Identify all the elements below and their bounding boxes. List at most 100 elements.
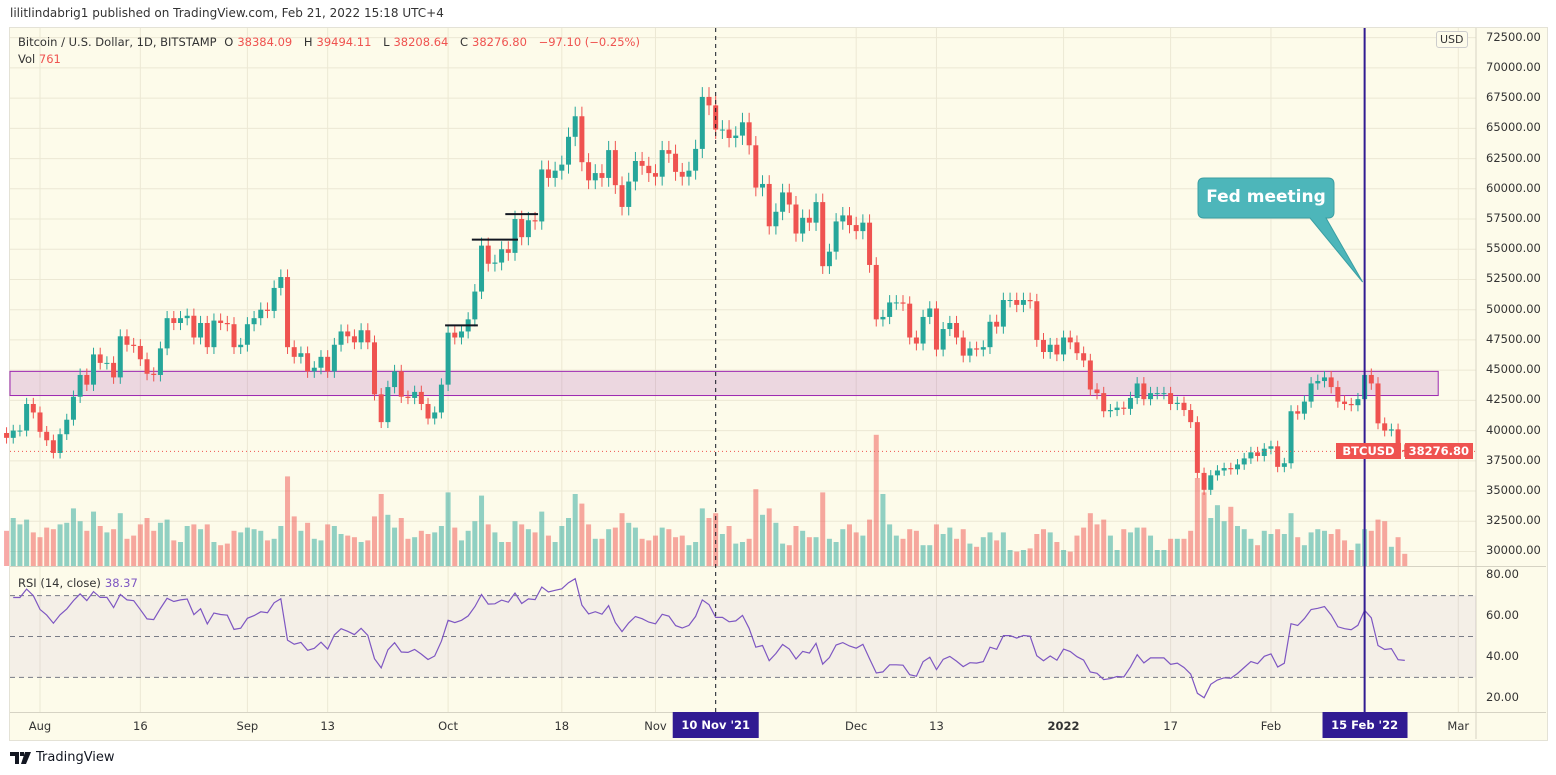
volume-bar [1268,534,1274,566]
candle-body [599,173,605,178]
volume-bar [345,535,351,566]
candle-body [994,321,1000,327]
volume-bar [10,518,16,566]
volume-bar [626,522,632,566]
candle-body [1154,393,1160,395]
volume-bar [773,522,779,566]
candle-body [1007,300,1013,302]
volume-bar [974,546,980,566]
candle-body [1228,468,1234,470]
fed-meeting-callout-text[interactable]: Fed meeting [1206,187,1326,207]
volume-bar [706,518,712,566]
candle-body [1368,374,1374,384]
rsi-tick-label: 60.00 [1486,608,1519,623]
volume-bar [933,524,939,566]
volume-bar [458,540,464,566]
volume-bar [278,526,284,566]
volume-bar [1107,535,1113,566]
candle-body [64,419,70,435]
candle-body [57,434,63,453]
candle-body [960,337,966,356]
candle-body [813,202,819,223]
publish-info: lilitlindabrig1 published on TradingView… [10,6,444,20]
volume-bar [204,524,210,566]
currency-button[interactable]: USD [1436,31,1468,48]
candle-body [177,318,183,323]
candle-body [519,219,525,238]
candle-body [706,96,712,106]
price-tick-label: 70000.00 [1486,59,1541,74]
candle-body [1201,472,1207,490]
volume-bar [1248,538,1254,566]
candle-body [532,220,538,222]
candle-body [264,309,270,311]
candle-body [1348,403,1354,406]
volume-bar [44,527,50,566]
price-tick-label: 55000.00 [1486,241,1541,256]
volume-bar [1295,537,1301,566]
candle-body [806,217,812,223]
volume-bar [1020,550,1026,566]
candle-body [218,320,224,323]
candle-body [1342,401,1348,404]
price-tick-label: 30000.00 [1486,543,1541,558]
candle-body [967,348,973,356]
crosshair-date-badge: 10 Nov '21 [672,712,759,738]
tradingview-brand: TradingView [36,750,115,765]
volume-bar [1235,526,1241,566]
candle-body [833,221,839,252]
tradingview-logo[interactable]: TradingView [10,750,115,765]
volume-bar [545,535,551,566]
volume-bar [927,545,933,566]
candle-body [1027,300,1033,302]
rsi-tick-label: 40.00 [1486,648,1519,663]
candle-body [552,170,558,178]
time-tick-label: 13 [929,719,944,733]
volume-bar [900,538,906,566]
candle-body [907,303,913,338]
candle-body [1094,389,1100,394]
volume-bar [1281,534,1287,566]
open-value: 38384.09 [237,35,293,49]
volume-bar [813,537,819,566]
candle-body [84,374,90,385]
time-tick-label: 18 [554,719,570,733]
volume-bar [673,537,679,566]
candle-body [579,116,585,163]
candle-body [1382,423,1388,431]
volume-bar [726,526,732,566]
candle-body [733,135,739,139]
chart-frame[interactable] [9,27,1548,741]
volume-bar [479,495,485,566]
candle-body [157,348,163,375]
volume-bar [1275,529,1281,566]
volume-bar [1194,478,1200,566]
close-label: C [460,35,469,49]
change-value: −97.10 (−0.25%) [538,35,640,49]
candle-body [37,412,43,432]
volume-bar [980,537,986,566]
candle-body [612,150,618,186]
candle-body [325,356,331,372]
candle-body [512,219,518,253]
volume-bar [1375,519,1381,566]
volume-bar [867,519,873,566]
candle-body [44,431,50,441]
high-label: H [303,35,313,49]
volume-bar [318,540,324,566]
candle-body [311,367,317,372]
volume-bar [1301,545,1307,566]
candle-body [933,308,939,350]
volume-bar [485,524,491,566]
candle-body [392,371,398,388]
candle-body [887,302,893,317]
candle-body [786,192,792,205]
candle-body [191,315,197,338]
candle-body [1074,342,1080,354]
resistance-zone [9,370,1439,397]
volume-bar [893,535,899,566]
volume-bar [1154,550,1160,566]
volume-bar [171,540,177,566]
candle-body [492,262,498,264]
